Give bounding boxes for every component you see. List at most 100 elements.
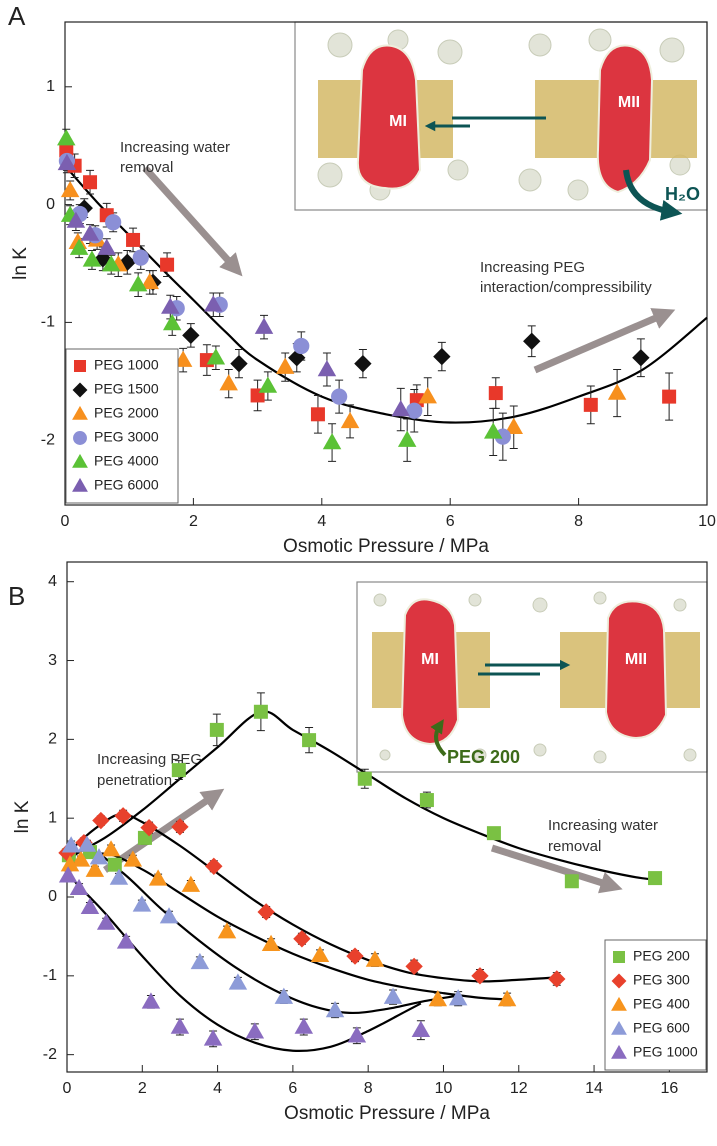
point: [60, 855, 80, 872]
point: [171, 818, 189, 836]
point: [140, 818, 158, 837]
legend-label: PEG 3000: [94, 429, 159, 445]
point: [170, 1017, 190, 1034]
annotation: Increasing PEG: [97, 751, 202, 768]
y-tick-label: -2: [41, 431, 55, 448]
point: [310, 407, 325, 422]
point: [418, 387, 437, 404]
point: [141, 992, 161, 1009]
y-tick-label: -2: [43, 1046, 57, 1063]
point: [61, 836, 81, 853]
point: [486, 826, 501, 841]
point: [132, 895, 152, 912]
point: [448, 989, 468, 1006]
fit-curve: [66, 852, 508, 1001]
point: [219, 374, 238, 391]
point: [662, 389, 677, 404]
x-tick-label: 10: [435, 1080, 453, 1097]
point: [294, 1017, 314, 1034]
point: [118, 253, 136, 272]
legend-marker: [611, 1044, 627, 1059]
fit-curve: [66, 848, 459, 1015]
point: [128, 275, 148, 292]
point: [60, 180, 80, 198]
legend-marker: [73, 431, 87, 445]
x-tick-label: 0: [63, 1080, 72, 1097]
x-tick-label: 2: [138, 1080, 147, 1097]
point: [257, 903, 275, 921]
legend-marker: [613, 951, 625, 963]
point: [293, 930, 311, 948]
point: [190, 952, 210, 970]
point: [101, 840, 121, 857]
point: [206, 348, 226, 365]
point: [173, 350, 193, 367]
point: [159, 907, 179, 924]
point: [648, 871, 663, 886]
point: [96, 913, 116, 930]
point: [245, 1022, 265, 1039]
point: [82, 250, 102, 267]
point: [406, 402, 423, 419]
point: [132, 249, 149, 266]
fit-curve: [66, 872, 422, 1052]
legend-marker: [72, 477, 88, 492]
legend-box: [65, 348, 179, 504]
y-tick-label: 2: [48, 731, 57, 748]
y-tick-label: 4: [48, 573, 57, 590]
point: [433, 347, 451, 366]
point: [346, 947, 364, 965]
y-axis-label: ln K: [10, 247, 31, 280]
inset-label: MII: [618, 94, 640, 111]
point: [523, 332, 541, 350]
point: [57, 129, 76, 146]
annotation: Increasing water: [548, 817, 658, 834]
point: [357, 771, 372, 786]
point: [203, 1029, 223, 1046]
point: [69, 878, 89, 896]
inset: MI MII PEG 200: [356, 581, 708, 773]
point: [607, 383, 627, 400]
y-tick-label: 0: [48, 888, 57, 905]
point: [182, 326, 200, 345]
x-tick-label: 12: [510, 1080, 528, 1097]
x-axis-label: Osmotic Pressure / MPa: [283, 536, 489, 557]
point: [228, 973, 248, 990]
point: [258, 376, 278, 393]
annotation: interaction/compressibility: [480, 279, 652, 296]
point: [57, 153, 77, 171]
x-tick-label: 10: [698, 513, 716, 530]
x-tick-label: 16: [660, 1080, 678, 1097]
point: [94, 250, 112, 268]
point: [101, 255, 121, 272]
annotation: removal: [548, 838, 601, 855]
point: [354, 354, 372, 373]
x-tick-label: 8: [574, 513, 583, 530]
point: [162, 314, 182, 331]
plot-frame: [64, 21, 708, 506]
inset-label: H₂O: [665, 184, 700, 204]
point: [161, 297, 180, 314]
annotations: Increasing water removal Increasing PEG …: [97, 139, 676, 894]
point: [69, 238, 89, 255]
x-tick-label: 2: [189, 513, 198, 530]
y-tick-label: -1: [43, 967, 57, 984]
legend-label: PEG 300: [633, 972, 690, 988]
annotation: Increasing water: [120, 139, 230, 156]
inset-label: PEG 200: [447, 747, 520, 767]
point: [583, 397, 598, 412]
legend-marker: [72, 453, 88, 468]
point: [275, 357, 295, 374]
point: [160, 257, 175, 272]
point: [293, 337, 310, 355]
legend-marker: [72, 405, 88, 420]
point: [123, 850, 143, 867]
point: [171, 763, 186, 778]
point: [331, 388, 348, 405]
point: [471, 967, 489, 985]
point: [504, 417, 523, 434]
point: [66, 211, 86, 228]
x-tick-label: 14: [585, 1080, 603, 1097]
y-axis-label: ln K: [12, 800, 33, 833]
